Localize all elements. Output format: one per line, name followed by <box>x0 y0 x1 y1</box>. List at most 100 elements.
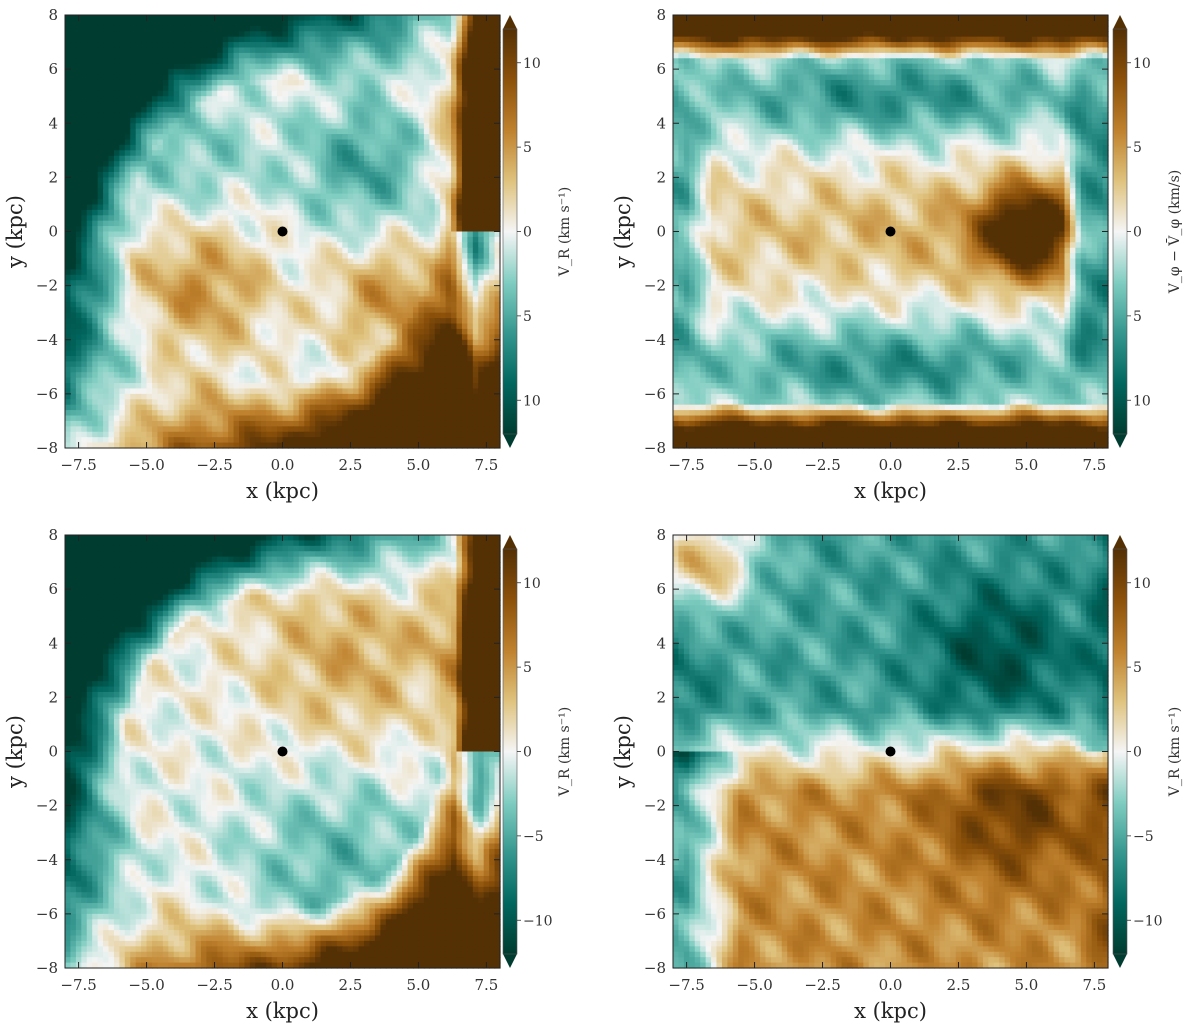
heatmap-cell <box>326 291 332 297</box>
heatmap-cell <box>217 313 223 319</box>
heatmap-cell <box>397 345 403 351</box>
heatmap-cell <box>435 96 441 102</box>
heatmap-cell <box>418 183 424 189</box>
heatmap-cell <box>413 156 419 162</box>
heatmap-cell <box>92 275 98 281</box>
heatmap-cell <box>119 145 125 151</box>
heatmap-cell <box>228 58 234 64</box>
heatmap-cell <box>244 15 250 21</box>
heatmap-cell <box>103 324 109 330</box>
heatmap-cell <box>370 183 376 189</box>
heatmap-cell <box>397 156 403 162</box>
heatmap-cell <box>250 259 256 265</box>
heatmap-cell <box>283 324 289 330</box>
heatmap-cell <box>321 80 327 86</box>
heatmap-cell <box>141 156 147 162</box>
heatmap-cell <box>201 85 207 91</box>
heatmap-cell <box>304 215 310 221</box>
heatmap-cell <box>212 183 218 189</box>
heatmap-cell <box>190 194 196 200</box>
heatmap-cell <box>206 69 212 75</box>
heatmap-cell <box>206 307 212 313</box>
heatmap-cell <box>299 96 305 102</box>
heatmap-cell <box>462 215 468 221</box>
heatmap-cell <box>391 345 397 351</box>
heatmap-cell <box>359 248 365 254</box>
heatmap-cell <box>451 199 457 205</box>
heatmap-cell <box>179 351 185 357</box>
heatmap-cell <box>244 307 250 313</box>
heatmap-cell <box>65 183 71 189</box>
heatmap-cell <box>342 199 348 205</box>
heatmap-cell <box>484 318 490 324</box>
heatmap-cell <box>130 232 136 238</box>
heatmap-cell <box>272 85 278 91</box>
heatmap-cell <box>163 318 169 324</box>
heatmap-cell <box>359 156 365 162</box>
heatmap-cell <box>375 232 381 238</box>
heatmap-cell <box>223 129 229 135</box>
heatmap-cell <box>402 156 408 162</box>
heatmap-cell <box>212 26 218 32</box>
heatmap-cell <box>315 112 321 118</box>
heatmap-cell <box>462 167 468 173</box>
heatmap-cell <box>478 156 484 162</box>
heatmap-cell <box>288 112 294 118</box>
heatmap-cell <box>489 26 495 32</box>
heatmap-cell <box>130 291 136 297</box>
heatmap-cell <box>168 313 174 319</box>
heatmap-cell <box>109 275 115 281</box>
heatmap-cell <box>451 37 457 43</box>
heatmap-cell <box>206 31 212 37</box>
heatmap-cell <box>375 210 381 216</box>
heatmap-cell <box>424 215 430 221</box>
heatmap-cell <box>70 345 76 351</box>
heatmap-cell <box>293 237 299 243</box>
heatmap-cell <box>435 232 441 238</box>
heatmap-cell <box>190 167 196 173</box>
heatmap-cell <box>119 123 125 129</box>
heatmap-cell <box>125 313 131 319</box>
heatmap-cell <box>76 69 82 75</box>
heatmap-cell <box>429 37 435 43</box>
heatmap-cell <box>397 42 403 48</box>
heatmap-cell <box>299 20 305 26</box>
heatmap-cell <box>391 31 397 37</box>
heatmap-cell <box>277 296 283 302</box>
heatmap-cell <box>283 172 289 178</box>
heatmap-cell <box>408 31 414 37</box>
heatmap-cell <box>402 318 408 324</box>
heatmap-cell <box>201 64 207 70</box>
heatmap-cell <box>185 69 191 75</box>
heatmap-cell <box>359 102 365 108</box>
heatmap-cell <box>255 183 261 189</box>
heatmap-cell <box>277 237 283 243</box>
heatmap-cell <box>310 26 316 32</box>
heatmap-cell <box>370 253 376 259</box>
heatmap-cell <box>223 26 229 32</box>
heatmap-cell <box>201 221 207 227</box>
heatmap-cell <box>190 37 196 43</box>
heatmap-cell <box>70 91 76 97</box>
heatmap-cell <box>484 96 490 102</box>
heatmap-cell <box>261 15 267 21</box>
heatmap-cell <box>272 145 278 151</box>
heatmap-cell <box>446 42 452 48</box>
heatmap-cell <box>473 139 479 145</box>
heatmap-cell <box>266 199 272 205</box>
heatmap-cell <box>119 329 125 335</box>
heatmap-cell <box>293 291 299 297</box>
heatmap-cell <box>125 345 131 351</box>
heatmap-cell <box>359 345 365 351</box>
heatmap-cell <box>98 324 104 330</box>
heatmap-cell <box>147 340 153 346</box>
heatmap-cell <box>293 91 299 97</box>
heatmap-cell <box>288 340 294 346</box>
heatmap-cell <box>293 324 299 330</box>
heatmap-cell <box>174 280 180 286</box>
heatmap-cell <box>76 96 82 102</box>
heatmap-cell <box>136 329 142 335</box>
heatmap-cell <box>70 291 76 297</box>
heatmap-cell <box>70 307 76 313</box>
heatmap-cell <box>342 172 348 178</box>
